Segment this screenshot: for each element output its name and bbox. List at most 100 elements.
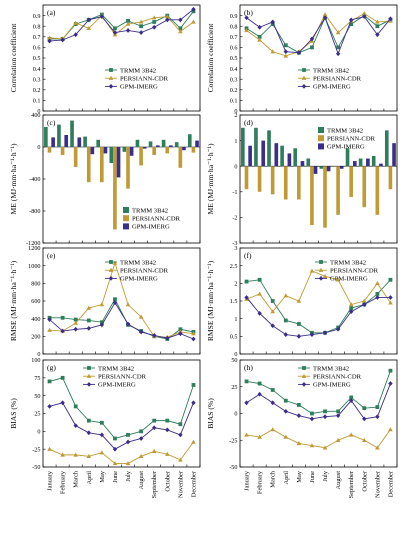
bar-trmm	[371, 155, 376, 167]
point-gpm	[125, 321, 131, 327]
point-trmm	[375, 405, 380, 409]
point-persiann	[361, 298, 367, 303]
bar-trmm	[241, 127, 245, 167]
y-tick-label: -3	[232, 240, 237, 247]
point-trmm	[257, 277, 262, 282]
series-line-gpm	[246, 16, 391, 56]
y-tick-label: 75	[34, 375, 40, 382]
point-gpm	[138, 30, 144, 35]
y-tick-label: 0.4	[33, 66, 41, 73]
point-trmm	[99, 320, 104, 325]
point-trmm	[60, 375, 65, 380]
point-gpm	[86, 430, 91, 436]
point-persiann	[125, 461, 131, 466]
point-persiann	[335, 277, 341, 282]
y-tick-label: 200	[31, 334, 40, 341]
point-persiann	[112, 461, 118, 466]
month-label: March	[73, 470, 80, 487]
point-persiann	[125, 21, 131, 26]
point-persiann	[348, 432, 354, 437]
y-tick-label: 400	[31, 112, 40, 119]
panel-label: (g)	[47, 363, 56, 372]
bar-persiann	[349, 166, 353, 197]
point-gpm	[335, 413, 341, 419]
point-gpm	[178, 331, 183, 337]
point-trmm	[296, 403, 301, 407]
point-trmm	[388, 277, 393, 282]
point-trmm	[73, 317, 78, 322]
y-tick-label: 800	[31, 281, 40, 288]
y-tick-label: 0	[37, 429, 40, 436]
point-gpm	[47, 38, 52, 44]
y-axis-label: Correlation coefficient	[206, 23, 215, 93]
bar-gpm	[326, 166, 331, 172]
legend-label: PERSIANN-CDR	[120, 268, 169, 275]
series-line-trmm	[246, 279, 391, 334]
legend-label: TRMM 3B42	[120, 67, 156, 74]
legend-marker	[302, 68, 306, 72]
point-trmm	[113, 297, 117, 302]
month-label: April	[86, 471, 93, 485]
plot-frame	[239, 114, 398, 244]
legend-marker	[302, 366, 306, 370]
series-line-trmm	[49, 377, 194, 439]
y-tick-label: -50	[32, 464, 40, 471]
y-tick-label: -1200	[26, 240, 40, 247]
bar-trmm	[109, 147, 114, 163]
bar-persiann	[139, 147, 143, 166]
series-line-gpm	[246, 297, 391, 337]
bar-persiann	[47, 147, 52, 153]
y-tick-label: -800	[29, 208, 40, 215]
bar-persiann	[178, 147, 183, 168]
legend-label: GPM-IMERG	[313, 382, 351, 389]
chart-panel-c: -1200 -800 -400 0 400 ME (MJ·mm·ha⁻¹·h⁻¹) (c) T…	[9, 112, 201, 247]
bar-trmm	[135, 139, 140, 147]
chart-panel-h: -50 -25 0 25 50 BIAS (%) (h) TRMM 3B42 PERSIANN-…	[206, 357, 398, 498]
legend-label: GPM-IMERG	[120, 276, 158, 283]
bar-trmm	[57, 124, 61, 147]
month-label: November	[177, 470, 184, 498]
point-persiann	[112, 260, 118, 265]
point-gpm	[362, 416, 367, 422]
legend-label: GPM-IMERG	[98, 382, 136, 389]
point-persiann	[270, 309, 276, 314]
point-gpm	[388, 295, 393, 300]
bar-persiann	[257, 166, 262, 192]
bar-persiann	[336, 166, 340, 215]
y-axis-label: RMSE (MJ·mm·ha⁻¹·h⁻¹)	[9, 260, 18, 341]
month-label: December	[387, 470, 394, 497]
y-tick-label: -1	[232, 189, 237, 196]
y-tick-label: 0.5	[230, 334, 238, 341]
point-persiann	[296, 298, 302, 303]
point-gpm	[349, 17, 354, 23]
point-trmm	[283, 43, 288, 48]
y-tick-label: 0.3	[230, 76, 238, 83]
legend-label: TRMM 3B42	[330, 259, 366, 266]
bar-trmm	[280, 145, 284, 167]
point-trmm	[139, 429, 144, 434]
bar-trmm	[70, 120, 74, 147]
point-gpm	[349, 309, 354, 314]
point-gpm	[152, 333, 157, 338]
point-persiann	[322, 12, 328, 17]
point-persiann	[348, 302, 354, 307]
point-gpm	[257, 310, 262, 316]
y-tick-label: 0	[234, 351, 237, 358]
point-gpm	[335, 51, 341, 57]
point-persiann	[47, 327, 52, 332]
point-gpm	[152, 425, 157, 431]
y-tick-label: 1.5	[230, 298, 238, 305]
legend-marker	[108, 84, 114, 89]
y-tick-label: 0.2	[230, 87, 238, 94]
point-gpm	[60, 37, 65, 43]
legend-swatch	[123, 207, 129, 213]
bar-gpm	[261, 140, 266, 167]
chart-panel-d: -3 -2 -1 0 1 2 ME (MJ·mm·ha⁻¹·h⁻¹) (d) TRMM 3B42…	[206, 112, 398, 247]
y-tick-label: 0.7	[230, 34, 238, 41]
point-gpm	[191, 400, 196, 406]
plot-frame	[42, 4, 201, 112]
bar-persiann	[270, 166, 275, 195]
bar-persiann	[297, 166, 301, 200]
bar-gpm	[392, 143, 396, 167]
point-gpm	[296, 333, 302, 339]
